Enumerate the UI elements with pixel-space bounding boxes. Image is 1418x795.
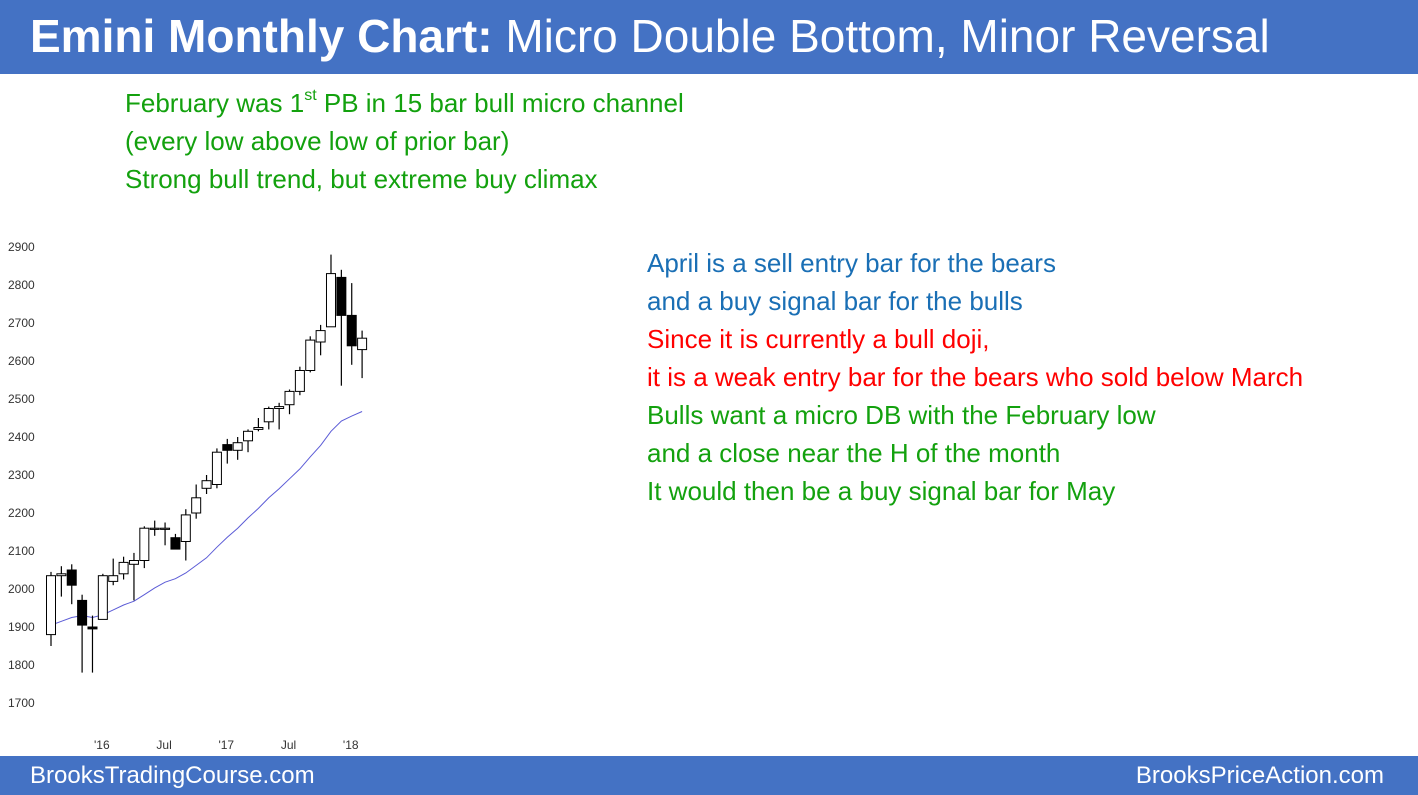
page-title: Emini Monthly Chart: Micro Double Bottom… [30, 6, 1270, 66]
y-tick-label: 1900 [8, 620, 35, 634]
right-note-5: Bulls want a micro DB with the February … [647, 400, 1156, 430]
y-tick-label: 2600 [8, 354, 35, 368]
top-note-1: February was 1st PB in 15 bar bull micro… [125, 84, 684, 122]
title-bold: Emini Monthly Chart: [30, 10, 493, 62]
candle-body [253, 427, 264, 430]
candle-body [149, 527, 160, 530]
y-tick-label: 2900 [8, 240, 35, 254]
right-note-6: and a close near the H of the month [647, 438, 1061, 468]
title-rest: Micro Double Bottom, Minor Reversal [505, 10, 1270, 62]
y-tick-label: 1800 [8, 658, 35, 672]
candlestick-chart: 1700 1800 1900 2000 2100 2200 2300 2400 2500 2600… [8, 240, 368, 752]
candle-body [118, 561, 129, 575]
candle-body [346, 314, 357, 347]
footer-left-site: BrooksTradingCourse.com [30, 762, 315, 789]
x-tick-label: '17 [218, 738, 234, 752]
candle-body [336, 276, 347, 316]
candle-body [274, 406, 285, 410]
right-note-7: It would then be a buy signal bar for Ma… [647, 476, 1116, 506]
moving-average-line [50, 411, 363, 626]
x-tick-label: Jul [156, 738, 171, 752]
candle-body [66, 569, 77, 586]
footer-right-site: BrooksPriceAction.com [1135, 762, 1384, 789]
candle-body [170, 537, 181, 550]
y-tick-label: 2500 [8, 392, 35, 406]
x-tick-label: '16 [94, 738, 110, 752]
top-note-1-sup: st [304, 87, 317, 105]
candle-body [263, 408, 274, 423]
title-bar: Emini Monthly Chart: Micro Double Bottom… [0, 0, 1418, 74]
y-tick-label: 2700 [8, 316, 35, 330]
candle-body [87, 626, 98, 630]
right-note-2: and a buy signal bar for the bulls [647, 286, 1023, 316]
top-note-1-post: PB in 15 bar bull micro channel [316, 88, 684, 118]
candle-body [305, 339, 316, 371]
candle-body [232, 442, 243, 451]
candle-body [56, 573, 67, 577]
x-tick-label: '18 [343, 738, 359, 752]
candle-body [243, 430, 254, 442]
candle-body [294, 370, 305, 392]
candle-body [46, 575, 56, 636]
y-tick-label: 2200 [8, 506, 35, 520]
footer-bar: BrooksTradingCourse.com BrooksPriceActio… [0, 756, 1418, 795]
right-note-4: it is a weak entry bar for the bears who… [647, 362, 1304, 392]
right-note-3: Since it is currently a bull doji, [647, 324, 990, 354]
y-tick-label: 2800 [8, 278, 35, 292]
candle-body [222, 444, 233, 451]
y-tick-label: 2400 [8, 430, 35, 444]
top-notes: February was 1st PB in 15 bar bull micro… [125, 84, 684, 198]
candle-body [325, 273, 336, 328]
candle-body [357, 337, 368, 351]
right-note-1: April is a sell entry bar for the bears [647, 248, 1056, 278]
top-note-1-pre: February was 1 [125, 88, 305, 118]
top-note-3: Strong bull trend, but extreme buy clima… [125, 164, 598, 194]
candle-body [77, 599, 88, 626]
candle-body [315, 330, 326, 343]
candle-body [180, 514, 191, 542]
candle-body [108, 575, 119, 582]
right-notes: April is a sell entry bar for the bears a… [647, 244, 1303, 510]
top-note-2: (every low above low of prior bar) [125, 126, 510, 156]
candle-body [284, 390, 295, 406]
candle-body [97, 575, 108, 620]
y-tick-label: 2300 [8, 468, 35, 482]
candle-body [128, 560, 139, 565]
y-tick-label: 1700 [8, 696, 35, 710]
candle-body [211, 451, 222, 485]
y-tick-label: 2100 [8, 544, 35, 558]
x-tick-label: Jul [281, 738, 296, 752]
candle-body [139, 527, 150, 562]
candle-body [160, 527, 171, 530]
candle-body [191, 497, 202, 514]
candle-body [201, 480, 212, 489]
y-tick-label: 2000 [8, 582, 35, 596]
